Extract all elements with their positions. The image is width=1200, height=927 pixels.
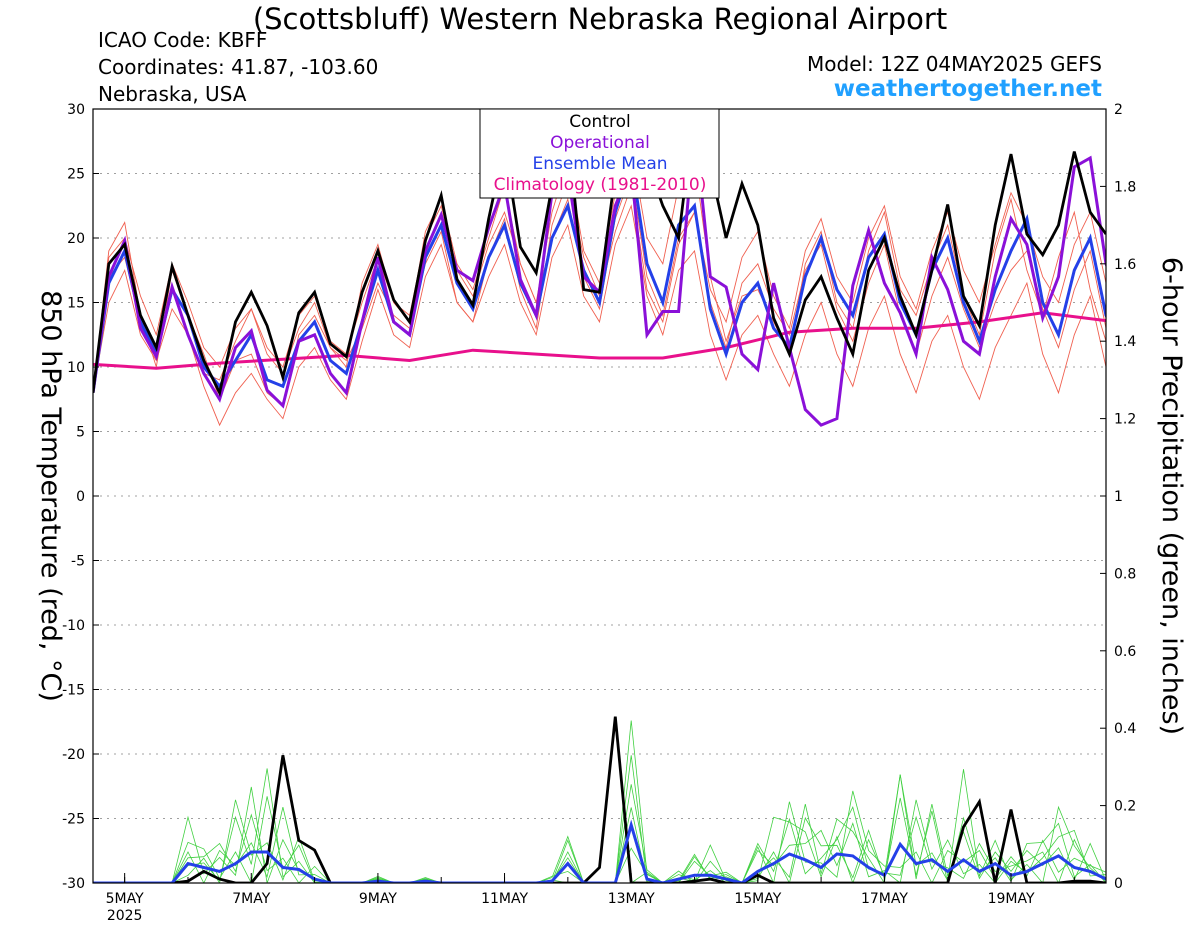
right-tick-label: 0.2 xyxy=(1114,799,1136,815)
left-tick-label: 5 xyxy=(76,425,85,441)
legend-climatology: Climatology (1981-2010) xyxy=(494,175,707,195)
legend-ensemble-mean: Ensemble Mean xyxy=(532,154,667,174)
model-run: Model: 12Z 04MAY2025 GEFS xyxy=(807,52,1102,76)
icao-code: ICAO Code: KBFF xyxy=(98,28,268,52)
right-tick-label: 0.6 xyxy=(1114,644,1136,660)
right-tick-label: 0.8 xyxy=(1114,566,1136,582)
legend-box xyxy=(479,108,720,199)
temperature-mean-line xyxy=(93,160,1106,394)
left-tick-label: 20 xyxy=(67,231,85,247)
precip-control-line xyxy=(93,716,1106,883)
left-tick-label: 15 xyxy=(67,296,85,312)
precipitation-member-line xyxy=(93,769,1106,883)
legend-operational: Operational xyxy=(550,133,650,153)
right-tick-label: 1.4 xyxy=(1114,334,1136,350)
x-tick-label: 17MAY xyxy=(861,891,908,907)
gridlines xyxy=(93,173,1106,819)
precipitation-member-line xyxy=(93,720,1106,883)
right-tick-label: 1 xyxy=(1114,489,1123,505)
left-tick-label: 25 xyxy=(67,167,85,183)
right-tick-label: 1.8 xyxy=(1114,179,1136,195)
left-tick-label: 0 xyxy=(76,489,85,505)
precipitation-member-line xyxy=(93,755,1106,883)
right-axis-label: 6-hour Precipitation (green, inches) xyxy=(1156,257,1187,735)
left-tick-label: -15 xyxy=(62,683,85,699)
right-tick-label: 0 xyxy=(1114,876,1123,892)
right-axis-ticks: 2 1.8 1.6 1.4 1.2 1 0.8 0.6 0.4 0.2 0 xyxy=(1100,102,1136,892)
left-tick-label: 30 xyxy=(67,102,85,118)
right-tick-label: 0.4 xyxy=(1114,721,1136,737)
x-tick-label: 5MAY xyxy=(106,891,144,907)
precipitation-member-line xyxy=(93,786,1106,883)
left-tick-label: -20 xyxy=(62,747,85,763)
left-tick-label: -25 xyxy=(62,812,85,828)
left-tick-label: -10 xyxy=(62,618,85,634)
temperature-operational-line xyxy=(93,124,1106,427)
left-axis-label: 850 hPa Temperature (red, °C) xyxy=(35,290,66,702)
right-tick-label: 1.2 xyxy=(1114,412,1136,428)
region: Nebraska, USA xyxy=(98,82,247,106)
x-tick-label: 7MAY xyxy=(232,891,270,907)
chart-title: (Scottsbluff) Western Nebraska Regional … xyxy=(252,2,948,36)
coordinates: Coordinates: 41.87, -103.60 xyxy=(98,55,379,79)
precipitation-member-line xyxy=(93,768,1106,883)
x-tick-label: 11MAY xyxy=(481,891,528,907)
x-tick-label: 19MAY xyxy=(988,891,1035,907)
temperature-control-line xyxy=(93,109,1106,397)
left-tick-label: -30 xyxy=(62,876,85,892)
x-tick-label: 13MAY xyxy=(608,891,655,907)
x-tick-label: 15MAY xyxy=(734,891,781,907)
site-link[interactable]: weathertogether.net xyxy=(833,76,1102,102)
left-axis-ticks: 30 25 20 15 10 5 0 -5 -10 -15 -20 -25 -30 xyxy=(62,102,99,892)
left-tick-label: 10 xyxy=(67,360,85,376)
x-tick-year: 2025 xyxy=(107,908,143,924)
x-tick-label: 9MAY xyxy=(359,891,397,907)
right-tick-label: 2 xyxy=(1114,102,1123,118)
legend-control: Control xyxy=(569,112,630,132)
precip-mean-line xyxy=(93,819,1106,883)
right-tick-label: 1.6 xyxy=(1114,257,1136,273)
left-tick-label: -5 xyxy=(71,554,85,570)
legend: Control Operational Ensemble Mean Climat… xyxy=(479,108,720,199)
